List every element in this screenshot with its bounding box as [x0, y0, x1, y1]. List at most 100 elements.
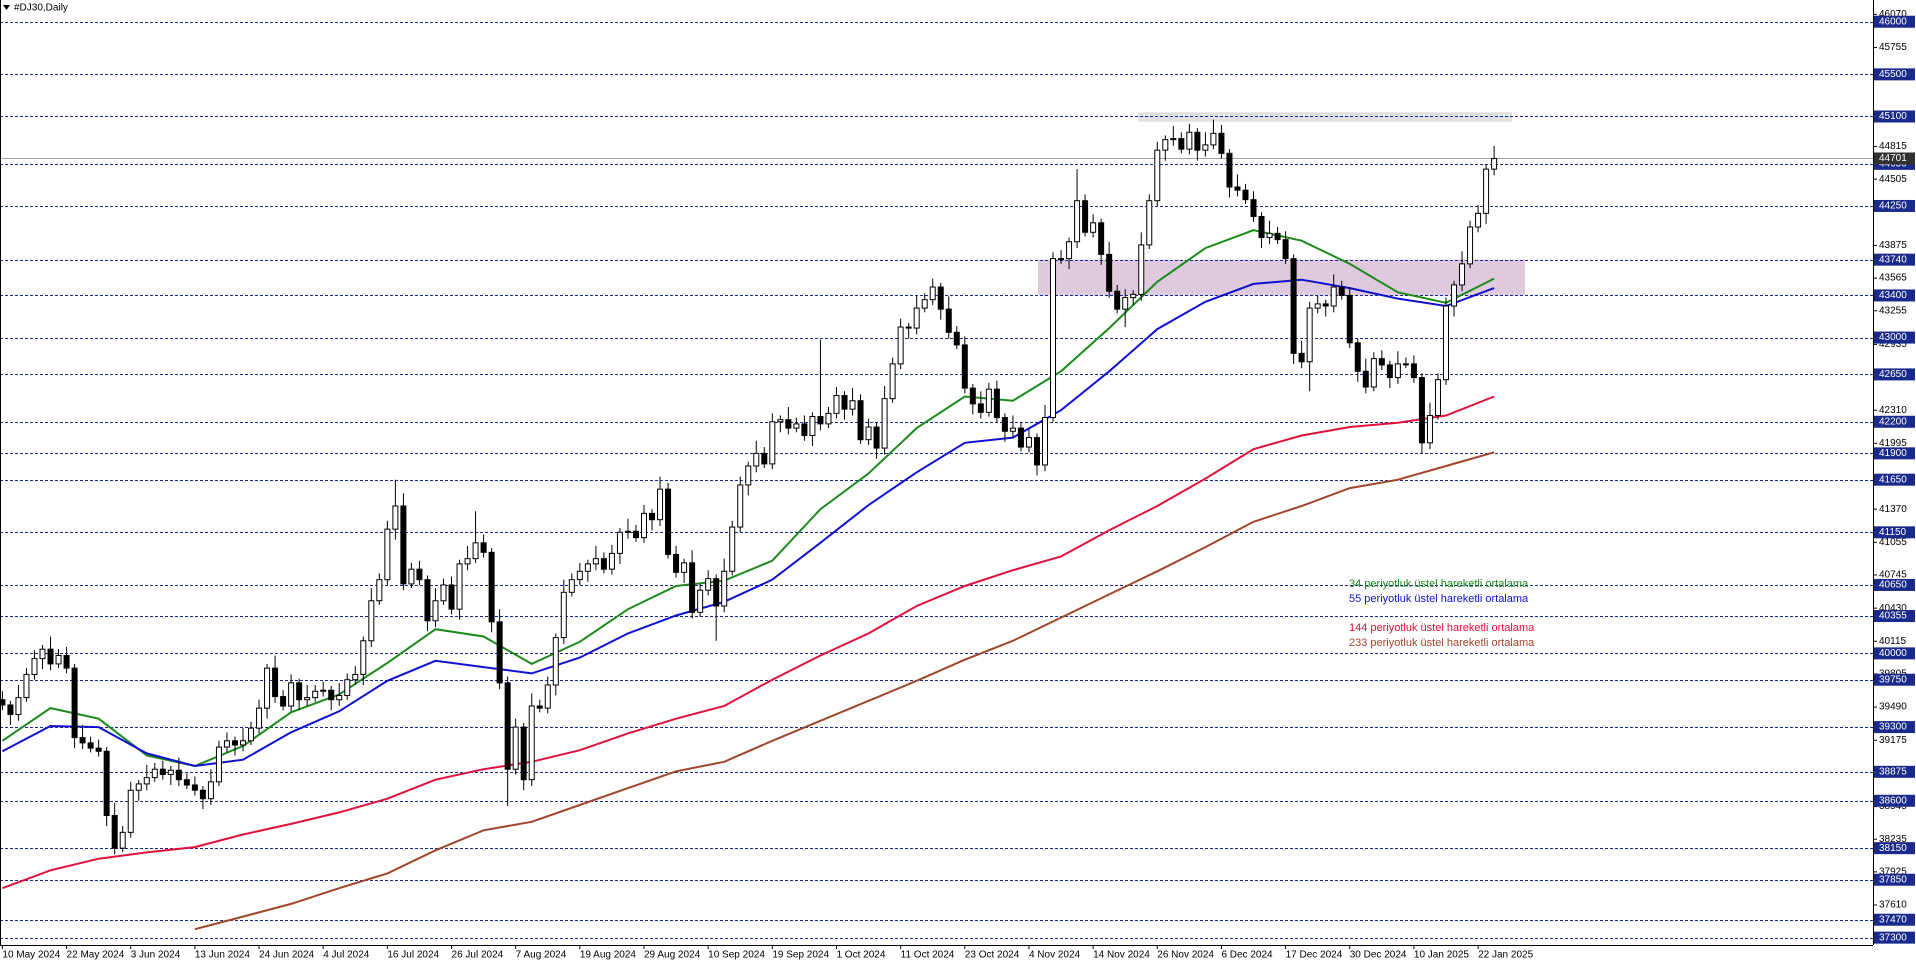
- candle-body: [272, 667, 279, 698]
- candle-body: [207, 781, 214, 800]
- price-tag-label: 45100: [1879, 111, 1907, 122]
- candle-body: [7, 704, 14, 715]
- y-tick-label: 40430: [1879, 603, 1907, 614]
- candle-body: [729, 526, 736, 572]
- price-tag-label: 45500: [1879, 69, 1907, 80]
- candle-body: [1410, 363, 1417, 379]
- candle-body: [657, 488, 664, 521]
- candle-body: [111, 815, 118, 849]
- candle-body: [937, 286, 944, 310]
- x-tick-label: 3 Jun 2024: [131, 950, 181, 961]
- candle-body: [1451, 284, 1458, 307]
- candle-body: [1009, 427, 1016, 432]
- price-tag: [1874, 578, 1915, 591]
- x-tick-label: 10 Jan 2025: [1414, 950, 1469, 961]
- price-tag: [1874, 931, 1915, 944]
- price-tag: [1874, 473, 1915, 486]
- candle-body: [1475, 212, 1482, 228]
- y-tick-label: 44815: [1879, 141, 1907, 152]
- x-tick-label: 4 Nov 2024: [1029, 950, 1081, 961]
- candle-body: [568, 579, 575, 593]
- candle-body: [929, 286, 936, 301]
- candle-body: [1274, 232, 1281, 241]
- candle-body: [1178, 138, 1185, 150]
- price-tag: [1874, 873, 1915, 886]
- candle-body: [673, 553, 680, 573]
- price-tag: [1874, 526, 1915, 539]
- candle-body: [360, 640, 367, 675]
- price-tag-label: 40355: [1879, 611, 1907, 622]
- candle-body: [408, 568, 415, 585]
- x-tick-label: 22 Jan 2025: [1478, 950, 1533, 961]
- candle-body: [63, 654, 70, 669]
- candle-body: [1386, 364, 1393, 379]
- candle-body: [1186, 131, 1193, 150]
- candle-body: [1050, 258, 1057, 419]
- candle-body: [608, 552, 615, 570]
- candle-body: [384, 528, 391, 581]
- candle-body: [1098, 222, 1105, 255]
- price-tag: [1874, 447, 1915, 460]
- candle-body: [897, 326, 904, 365]
- candle-body: [103, 750, 110, 817]
- candle-body: [889, 363, 896, 400]
- price-tag-label: 40000: [1879, 648, 1907, 659]
- candle-body: [1194, 131, 1201, 151]
- price-tag-label: 38600: [1879, 795, 1907, 806]
- candle-body: [769, 421, 776, 465]
- candle-body: [1322, 303, 1329, 307]
- x-tick-label: 10 Sep 2024: [708, 950, 765, 961]
- x-tick-label: 30 Dec 2024: [1350, 950, 1407, 961]
- candle-body: [785, 419, 792, 429]
- candle-body: [280, 696, 287, 707]
- candle-body: [1354, 342, 1361, 372]
- candle-body: [1434, 379, 1441, 416]
- candle-body: [520, 726, 527, 781]
- y-tick-label: 46070: [1879, 9, 1907, 20]
- x-tick-label: 26 Nov 2024: [1157, 950, 1214, 961]
- price-tag: [1874, 289, 1915, 302]
- candle-body: [849, 400, 856, 410]
- candle-body: [857, 400, 864, 441]
- candle-body: [191, 784, 198, 791]
- candle-body: [681, 562, 688, 573]
- candle-body: [1306, 307, 1313, 363]
- price-tag-label: 37850: [1879, 874, 1907, 885]
- candle-body: [127, 789, 134, 833]
- candle-body: [536, 705, 543, 709]
- price-tag: [1874, 110, 1915, 123]
- x-tick-label: 17 Dec 2024: [1286, 950, 1343, 961]
- x-tick-label: 22 May 2024: [67, 950, 125, 961]
- candle-body: [1170, 138, 1177, 141]
- y-tick-label: 39175: [1879, 735, 1907, 746]
- candle-body: [600, 558, 607, 570]
- price-tag-label: 42200: [1879, 416, 1907, 427]
- candle-body: [223, 740, 230, 748]
- candle-body: [1146, 200, 1153, 246]
- price-tag: [1874, 152, 1915, 165]
- price-tag: [1874, 68, 1915, 81]
- candle-body: [376, 579, 383, 602]
- candle-body: [87, 742, 94, 749]
- price-tag: [1874, 765, 1915, 778]
- candle-body: [1418, 377, 1425, 444]
- candle-body: [215, 746, 222, 783]
- candle-body: [432, 600, 439, 622]
- x-tick-label: 4 Jul 2024: [323, 950, 370, 961]
- price-tag: [1874, 610, 1915, 623]
- candle-body: [416, 568, 423, 581]
- price-tag: [1874, 794, 1915, 807]
- candle-body: [560, 591, 567, 639]
- candle-body: [1290, 258, 1297, 354]
- candle-body: [817, 416, 824, 425]
- price-tag-label: 44701: [1879, 153, 1907, 164]
- candle-body: [135, 783, 142, 791]
- candle-body: [456, 563, 463, 610]
- menu-arrow[interactable]: [3, 5, 10, 10]
- price-tag-label: 39300: [1879, 722, 1907, 733]
- candle-body: [985, 388, 992, 413]
- candle-body: [977, 403, 984, 413]
- y-tick-label: 43255: [1879, 305, 1907, 316]
